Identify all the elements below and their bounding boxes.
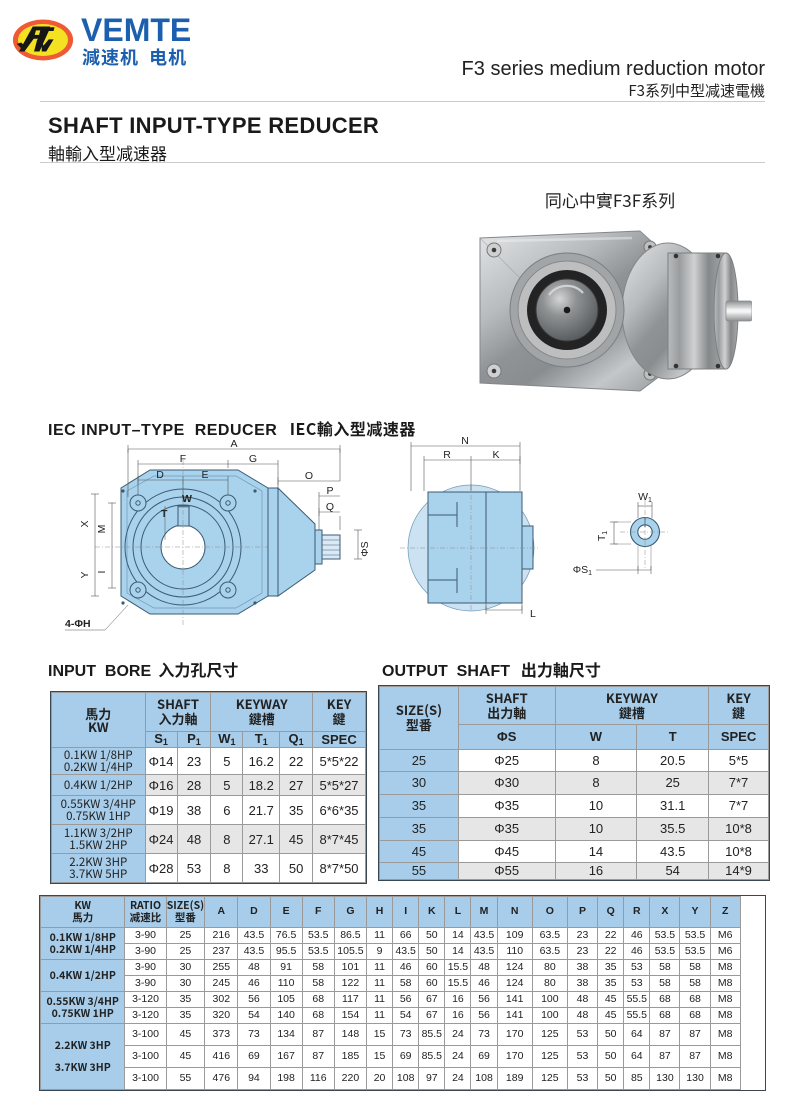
svg-text:W1: W1 <box>638 491 652 504</box>
svg-text:T: T <box>161 508 168 520</box>
svg-text:X: X <box>79 520 91 527</box>
svg-text:G: G <box>249 453 257 465</box>
svg-text:F: F <box>180 453 186 465</box>
svg-text:E: E <box>201 469 208 481</box>
svg-text:Q: Q <box>326 501 334 513</box>
svg-text:T1: T1 <box>596 531 609 541</box>
svg-text:R: R <box>443 449 451 461</box>
svg-text:D: D <box>156 469 164 481</box>
svg-text:ΦS: ΦS <box>359 541 371 556</box>
svg-text:M: M <box>96 525 108 534</box>
svg-text:O: O <box>305 470 313 482</box>
svg-text:I: I <box>96 571 108 574</box>
svg-text:W: W <box>182 493 192 505</box>
svg-text:L: L <box>530 608 536 620</box>
svg-text:P: P <box>326 485 333 497</box>
svg-text:Y: Y <box>79 571 91 578</box>
svg-text:K: K <box>492 449 499 461</box>
svg-text:4-ΦH: 4-ΦH <box>65 618 91 630</box>
svg-text:ΦS1: ΦS1 <box>573 564 592 577</box>
svg-text:N: N <box>461 435 469 447</box>
